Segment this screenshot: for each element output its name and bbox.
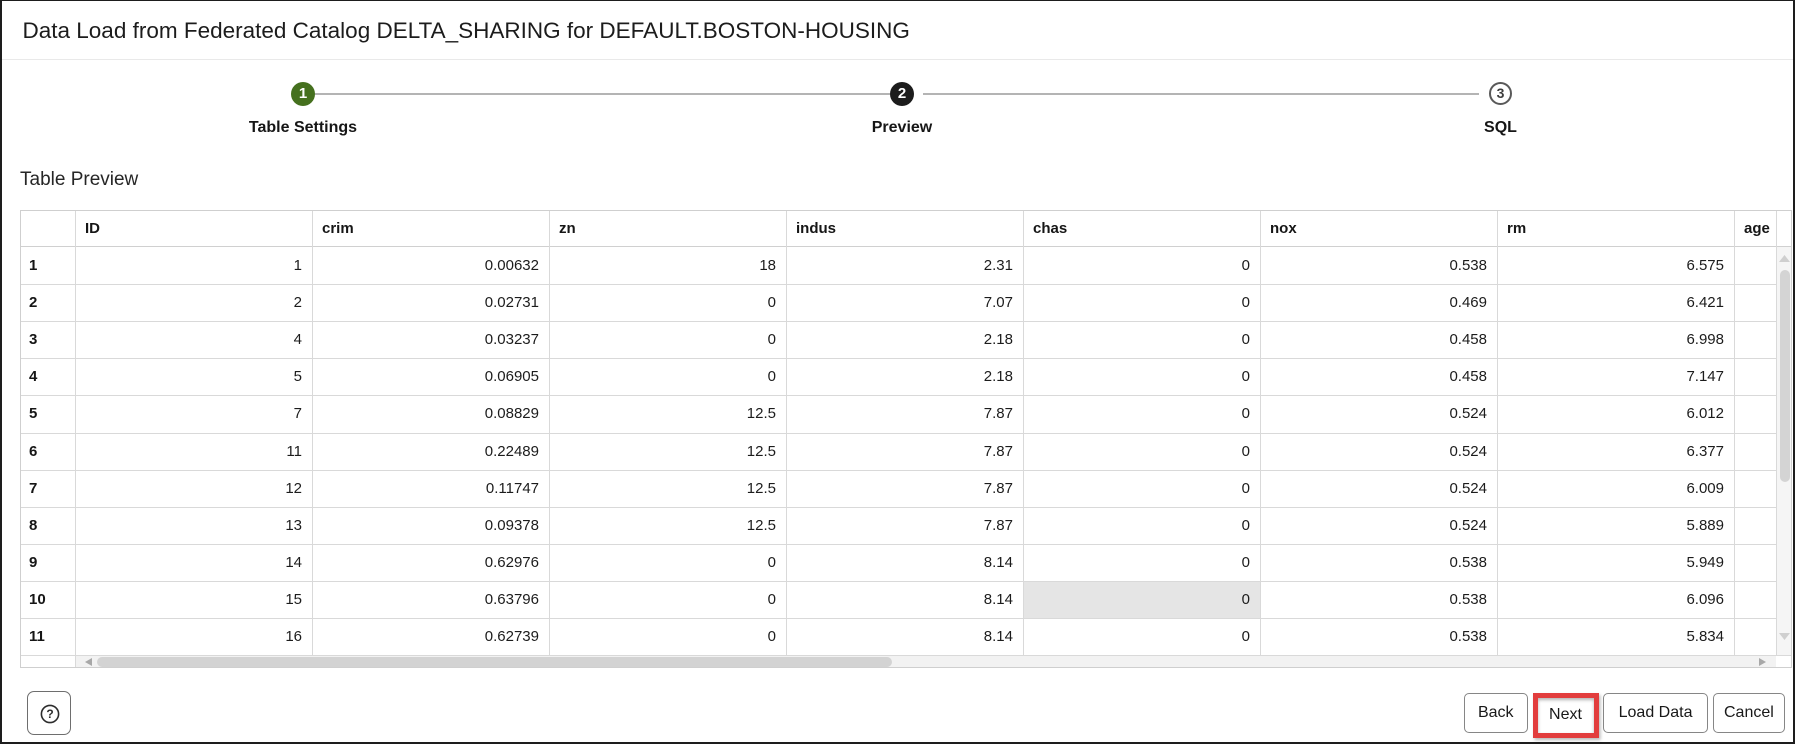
svg-text:?: ? [46,707,53,721]
